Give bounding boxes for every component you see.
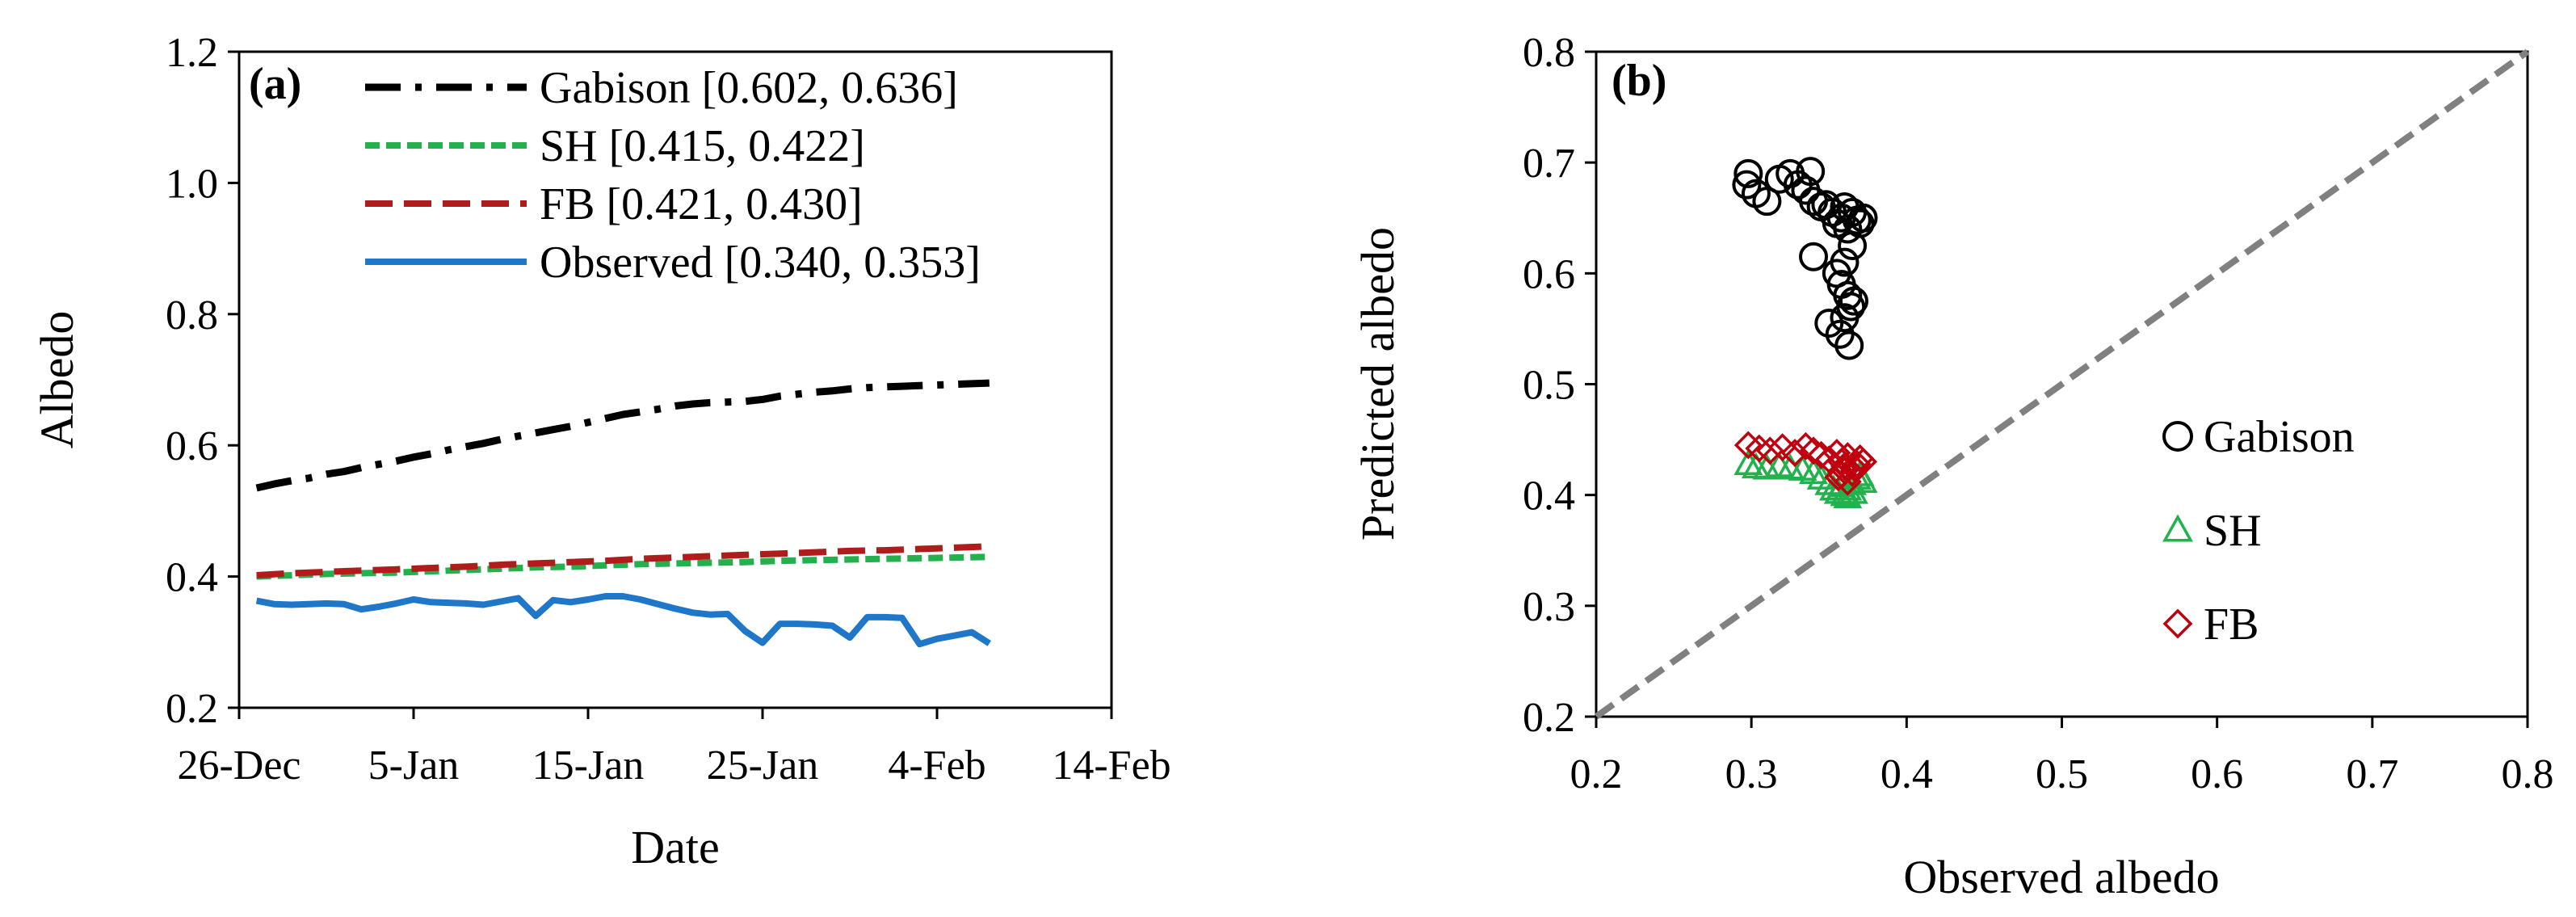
panel-b-point-gabison bbox=[1830, 303, 1860, 333]
panel-b-x-tick-label: 0.2 bbox=[1570, 751, 1623, 797]
panel-b-point-gabison bbox=[1732, 170, 1762, 200]
panel-b-point-gabison bbox=[1833, 280, 1863, 310]
panel-a-x-ticks: 26-Dec 5-Jan 15-Jan 25-Jan 4-Feb 14-Feb bbox=[177, 708, 1171, 789]
panel-b-y-tick-label: 0.4 bbox=[1523, 473, 1575, 519]
panel-b-point-fb bbox=[1807, 440, 1836, 469]
panel-a-legend-label-2: FB [0.421, 0.430] bbox=[540, 179, 863, 229]
panel-a-y-tick-label: 1.0 bbox=[166, 161, 218, 207]
panel-a-series-line-1 bbox=[256, 553, 990, 580]
panel-b-legend-marker-1 bbox=[2162, 514, 2193, 542]
panel-a-series-line-0 bbox=[255, 379, 990, 492]
panel-b-point-gabison bbox=[1838, 231, 1868, 261]
panel-b-point-gabison bbox=[1796, 157, 1826, 187]
panel-b-y-tick-label: 0.6 bbox=[1523, 251, 1575, 297]
panel-b-x-ticks: 0.2 0.3 0.4 0.5 0.6 0.7 0.8 bbox=[1570, 717, 2554, 797]
panel-b-legend-label-2: FB bbox=[2204, 599, 2259, 650]
panel-b-legend-marker-0 bbox=[2162, 421, 2193, 452]
panel-a-legend-label-0: Gabison [0.602, 0.636] bbox=[540, 63, 958, 113]
panel-b-x-tick-label: 0.6 bbox=[2191, 751, 2243, 797]
panel-b-x-tick-label: 0.5 bbox=[2036, 751, 2088, 797]
panel-a-label: (a) bbox=[249, 59, 301, 109]
panel-b-legend-label-0: Gabison bbox=[2204, 412, 2355, 462]
panel-b-y-tick-label: 0.2 bbox=[1523, 695, 1575, 741]
panel-b-label: (b) bbox=[1612, 56, 1666, 106]
panel-a-x-tick-label: 25-Jan bbox=[707, 742, 819, 789]
panel-a-line-chart: 0.2 0.4 0.6 0.8 1.0 1.2 26-Dec 5-Jan 15-Jan 25-J… bbox=[31, 30, 1171, 873]
panel-a-legend-label-1: SH [0.415, 0.422] bbox=[540, 121, 865, 171]
panel-b-one-to-one-line bbox=[1594, 48, 2530, 720]
panel-b-series bbox=[1732, 157, 1878, 509]
panel-b-point-gabison bbox=[1838, 286, 1868, 316]
panel-a-x-tick-label: 26-Dec bbox=[177, 742, 300, 789]
panel-b-point-fb bbox=[1799, 436, 1828, 465]
panel-b-point-fb bbox=[1839, 452, 1868, 482]
panel-a-series-line-3 bbox=[255, 593, 991, 648]
panel-b-point-fb bbox=[1824, 463, 1853, 492]
panel-a-series bbox=[255, 379, 991, 648]
panel-b-point-gabison bbox=[1848, 203, 1878, 233]
panel-b-point-fb bbox=[1755, 436, 1784, 465]
panel-b-scatter-chart: 0.2 0.3 0.4 0.5 0.6 0.7 0.8 0.2 0.3 0.4 0.5 0.6 0.7… bbox=[1351, 30, 2554, 903]
panel-b-y-tick-label: 0.7 bbox=[1523, 141, 1575, 187]
panel-b-point-gabison bbox=[1834, 330, 1864, 360]
panel-b-point-sh bbox=[1833, 482, 1863, 509]
panel-b-point-gabison bbox=[1799, 242, 1829, 271]
panel-b-point-gabison bbox=[1814, 309, 1844, 339]
panel-a-legend-label-3: Observed [0.340, 0.353] bbox=[540, 238, 981, 288]
panel-b-point-gabison bbox=[1733, 158, 1763, 188]
panel-b-point-sh bbox=[1733, 448, 1763, 476]
panel-b-x-axis-label: Observed albedo bbox=[1903, 851, 2219, 903]
panel-b-point-sh bbox=[1839, 477, 1868, 504]
panel-b-x-tick-label: 0.7 bbox=[2346, 751, 2398, 797]
panel-b-y-ticks: 0.2 0.3 0.4 0.5 0.6 0.7 0.8 bbox=[1523, 30, 1596, 741]
panel-b-legend: Gabison SH FB bbox=[2162, 412, 2355, 650]
panel-b-y-tick-label: 0.5 bbox=[1523, 363, 1575, 409]
panel-a-y-tick-label: 0.6 bbox=[166, 423, 218, 469]
panel-b-y-axis-label: Predicted albedo bbox=[1351, 227, 1404, 541]
panel-a-y-tick-label: 0.4 bbox=[166, 555, 218, 601]
panel-a-x-tick-label: 5-Jan bbox=[368, 742, 460, 789]
panel-b-point-gabison bbox=[1752, 187, 1782, 217]
panel-a-x-axis-label: Date bbox=[631, 821, 720, 873]
panel-a-y-tick-label: 0.2 bbox=[166, 686, 218, 732]
panel-b-legend-marker-2 bbox=[2162, 608, 2193, 639]
panel-b-point-fb bbox=[1745, 434, 1774, 463]
panel-b-x-tick-label: 0.3 bbox=[1725, 751, 1778, 797]
panel-b-y-tick-label: 0.8 bbox=[1523, 30, 1575, 76]
panel-a-y-ticks: 0.2 0.4 0.6 0.8 1.0 1.2 bbox=[166, 30, 239, 732]
panel-b-x-tick-label: 0.8 bbox=[2502, 751, 2554, 797]
panel-a-y-tick-label: 0.8 bbox=[166, 292, 218, 339]
panel-a-y-axis-label: Albedo bbox=[31, 311, 83, 449]
panel-b-point-fb bbox=[1791, 431, 1820, 461]
panel-a-x-tick-label: 14-Feb bbox=[1052, 742, 1170, 789]
panel-b-x-tick-label: 0.4 bbox=[1881, 751, 1933, 797]
panel-b-legend-label-1: SH bbox=[2204, 506, 2262, 556]
panel-a-x-tick-label: 15-Jan bbox=[532, 742, 645, 789]
panel-a-y-tick-label: 1.2 bbox=[166, 30, 218, 76]
panel-a-x-tick-label: 4-Feb bbox=[888, 742, 985, 789]
panel-a-legend: Gabison [0.602, 0.636] SH [0.415, 0.422] F… bbox=[365, 63, 981, 288]
panel-a-plot-frame bbox=[237, 50, 1113, 709]
panel-b-y-tick-label: 0.3 bbox=[1523, 584, 1575, 630]
panel-a-series-line-2 bbox=[256, 543, 990, 578]
